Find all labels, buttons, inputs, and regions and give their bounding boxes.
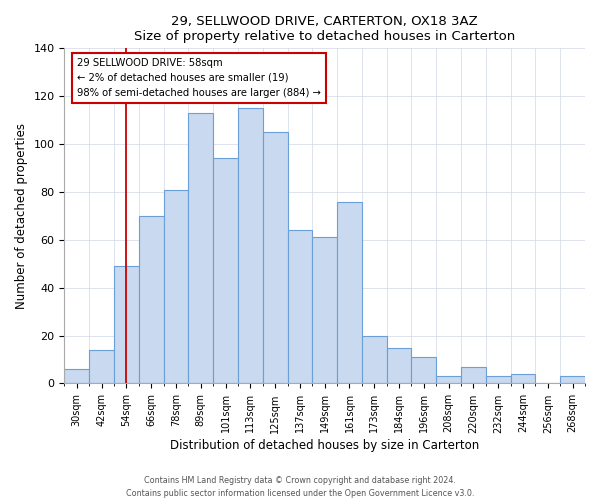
Bar	[64, 369, 89, 384]
Bar	[238, 108, 263, 384]
Bar	[263, 132, 287, 384]
X-axis label: Distribution of detached houses by size in Carterton: Distribution of detached houses by size …	[170, 440, 479, 452]
Bar	[213, 158, 238, 384]
Text: 29 SELLWOOD DRIVE: 58sqm
← 2% of detached houses are smaller (19)
98% of semi-de: 29 SELLWOOD DRIVE: 58sqm ← 2% of detache…	[77, 58, 320, 98]
Bar	[287, 230, 313, 384]
Bar	[188, 113, 213, 384]
Y-axis label: Number of detached properties: Number of detached properties	[15, 123, 28, 309]
Bar	[511, 374, 535, 384]
Bar	[412, 357, 436, 384]
Bar	[139, 216, 164, 384]
Bar	[313, 238, 337, 384]
Bar	[386, 348, 412, 384]
Bar	[560, 376, 585, 384]
Bar	[164, 190, 188, 384]
Bar	[461, 366, 486, 384]
Bar	[486, 376, 511, 384]
Text: Contains HM Land Registry data © Crown copyright and database right 2024.
Contai: Contains HM Land Registry data © Crown c…	[126, 476, 474, 498]
Bar	[436, 376, 461, 384]
Bar	[337, 202, 362, 384]
Bar	[114, 266, 139, 384]
Bar	[362, 336, 386, 384]
Bar	[89, 350, 114, 384]
Title: 29, SELLWOOD DRIVE, CARTERTON, OX18 3AZ
Size of property relative to detached ho: 29, SELLWOOD DRIVE, CARTERTON, OX18 3AZ …	[134, 15, 515, 43]
